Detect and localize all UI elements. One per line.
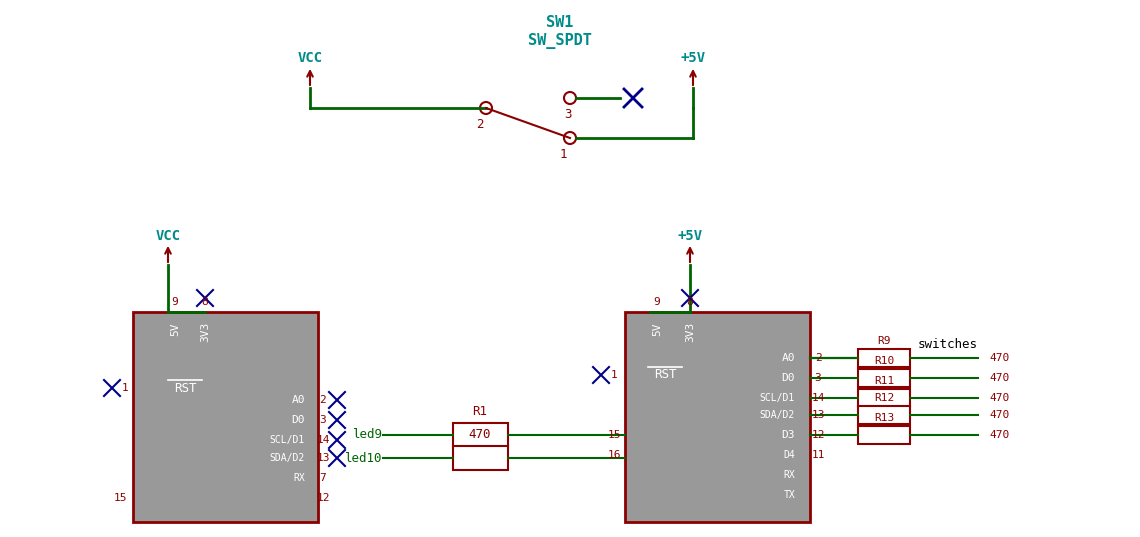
- Text: 9: 9: [172, 297, 178, 307]
- Text: SCL/D1: SCL/D1: [759, 393, 795, 403]
- Text: 470: 470: [469, 429, 491, 441]
- Text: 3: 3: [564, 108, 572, 121]
- Bar: [858, 426, 910, 444]
- Text: 14: 14: [316, 435, 329, 445]
- Text: 15: 15: [608, 430, 621, 440]
- Text: +5V: +5V: [677, 229, 702, 243]
- Text: 3V3: 3V3: [685, 322, 695, 342]
- Text: R11: R11: [874, 376, 894, 386]
- Text: SW1: SW1: [546, 15, 573, 30]
- Bar: [453, 423, 508, 447]
- Text: 12: 12: [316, 493, 329, 503]
- Bar: [858, 406, 910, 424]
- Text: RST: RST: [653, 368, 676, 381]
- Text: 5V: 5V: [652, 322, 662, 336]
- Text: 2: 2: [477, 118, 483, 131]
- Bar: [858, 349, 910, 367]
- Bar: [858, 369, 910, 387]
- Text: R12: R12: [874, 393, 894, 403]
- Text: 16: 16: [608, 450, 621, 460]
- Text: 3V3: 3V3: [200, 322, 210, 342]
- Text: SDA/D2: SDA/D2: [759, 410, 795, 420]
- Text: 7: 7: [319, 473, 326, 483]
- Text: SW_SPDT: SW_SPDT: [528, 33, 592, 49]
- Text: TX: TX: [783, 490, 795, 500]
- Text: 470: 470: [990, 393, 1010, 403]
- Text: R10: R10: [874, 356, 894, 366]
- Text: D0: D0: [782, 373, 795, 383]
- Text: R9: R9: [878, 336, 890, 346]
- Text: SCL/D1: SCL/D1: [270, 435, 306, 445]
- Text: VCC: VCC: [298, 51, 323, 65]
- Text: D4: D4: [783, 450, 795, 460]
- Text: 14: 14: [812, 393, 824, 403]
- Text: 470: 470: [990, 410, 1010, 420]
- Bar: [625, 312, 811, 522]
- Text: +5V: +5V: [681, 51, 706, 65]
- Text: 3: 3: [815, 373, 822, 383]
- Text: 1: 1: [122, 383, 129, 393]
- Text: led10: led10: [344, 452, 382, 465]
- Text: 11: 11: [812, 450, 824, 460]
- Text: RX: RX: [293, 473, 306, 483]
- Text: 470: 470: [990, 373, 1010, 383]
- Text: 1: 1: [560, 148, 567, 161]
- Text: 15: 15: [113, 493, 127, 503]
- Text: R1: R1: [472, 405, 488, 418]
- Text: led9: led9: [352, 429, 382, 441]
- Text: 13: 13: [812, 410, 824, 420]
- Bar: [453, 446, 508, 470]
- Text: 13: 13: [316, 453, 329, 463]
- Text: 12: 12: [812, 430, 824, 440]
- Bar: [133, 312, 318, 522]
- Text: 5V: 5V: [170, 322, 180, 336]
- Text: 470: 470: [990, 430, 1010, 440]
- Text: A0: A0: [292, 395, 306, 405]
- Bar: [858, 389, 910, 407]
- Text: 1: 1: [611, 370, 618, 380]
- Text: 8: 8: [202, 297, 209, 307]
- Text: D0: D0: [292, 415, 306, 425]
- Text: 2: 2: [319, 395, 326, 405]
- Text: 470: 470: [990, 353, 1010, 363]
- Text: RX: RX: [783, 470, 795, 480]
- Text: RST: RST: [173, 381, 196, 395]
- Text: 3: 3: [319, 415, 326, 425]
- Text: 9: 9: [653, 297, 660, 307]
- Text: 2: 2: [815, 353, 822, 363]
- Text: SDA/D2: SDA/D2: [270, 453, 306, 463]
- Text: VCC: VCC: [155, 229, 180, 243]
- Text: A0: A0: [782, 353, 795, 363]
- Text: 8: 8: [686, 297, 693, 307]
- Text: D3: D3: [782, 430, 795, 440]
- Text: R13: R13: [874, 413, 894, 423]
- Text: switches: switches: [918, 338, 978, 352]
